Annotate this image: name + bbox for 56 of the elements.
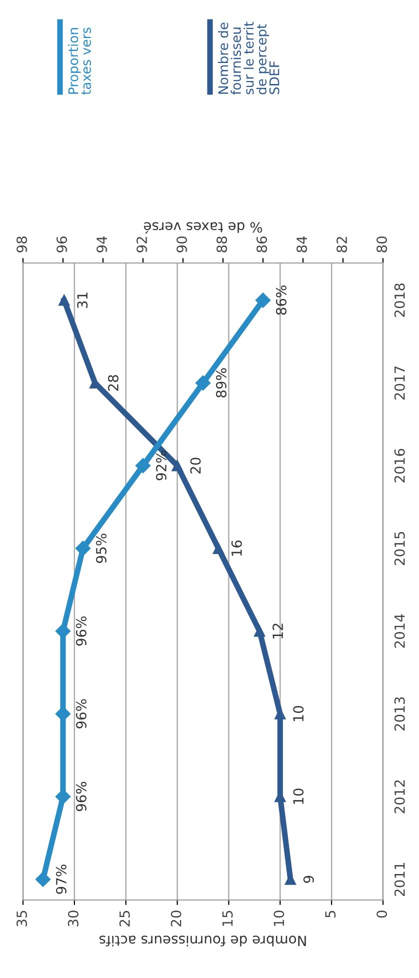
y-tick-label: 2013 [394, 697, 405, 731]
point [195, 375, 211, 391]
data-label: 31 [77, 292, 88, 308]
x-tick-label: 5 [325, 910, 336, 918]
point [212, 542, 224, 554]
x-tick-label: 10 [274, 910, 284, 926]
point [75, 540, 91, 556]
data-label: 97% [56, 864, 66, 894]
x-tick-label: 20 [170, 910, 182, 926]
data-label: 92% [156, 451, 166, 480]
y-tick-label: 2014 [394, 614, 405, 648]
x-tick-label: 35 [16, 910, 28, 926]
point [135, 458, 151, 474]
data-label: 10 [293, 788, 304, 804]
data-label: 20 [190, 458, 201, 474]
x2-tick-label: 98 [16, 236, 28, 252]
point [254, 626, 266, 637]
data-label: 9 [303, 876, 314, 883]
x-tick-label: 25 [119, 910, 130, 926]
x2-tick-label: 82 [336, 236, 348, 252]
data-label: 96% [76, 616, 86, 646]
text: Proportion taxes vers [68, 28, 91, 95]
point [255, 292, 271, 308]
point [35, 872, 51, 887]
x2-tick-label: 80 [376, 236, 388, 252]
data-label: 16 [231, 540, 242, 556]
point [58, 294, 70, 306]
data-label: 89% [216, 368, 226, 398]
data-label: 10 [293, 706, 304, 722]
x2-tick-label: 94 [96, 236, 108, 252]
data-label: 96% [76, 699, 86, 728]
data-label: 96% [76, 782, 86, 812]
x-tick-label: 15 [222, 910, 233, 926]
text: Nombre de fournisseu sur le territ de percept SDEF [218, 22, 280, 95]
data-label: 12 [272, 624, 283, 638]
x-tick-label: 30 [68, 910, 78, 926]
point [172, 460, 183, 472]
y-tick-label: 2015 [394, 532, 405, 566]
x2-tick-label: 96 [56, 236, 68, 252]
data-label: 28 [108, 375, 118, 391]
y-tick-label: 2018 [394, 284, 405, 317]
y-tick-label: 2017 [394, 366, 405, 400]
y-tick-label: 2011 [394, 862, 405, 896]
x2-tick-label: 84 [296, 236, 308, 252]
x2-tick-label: 92 [136, 236, 148, 252]
y-tick-label: 2016 [394, 448, 405, 482]
x2-tick-label: 90 [176, 236, 188, 252]
x2-tick-label: 88 [216, 236, 228, 252]
x-axis-title: Nombre de fournisseurs actifs [99, 936, 306, 946]
data-label: 95% [96, 534, 106, 563]
x-tick-label: 0 [376, 910, 388, 918]
data-label: 86% [276, 286, 286, 315]
x2-tick-label: 86 [256, 236, 268, 252]
y-tick-label: 2012 [394, 780, 405, 814]
x2-axis-title: % de taxes versé [144, 222, 262, 234]
point [55, 789, 71, 804]
